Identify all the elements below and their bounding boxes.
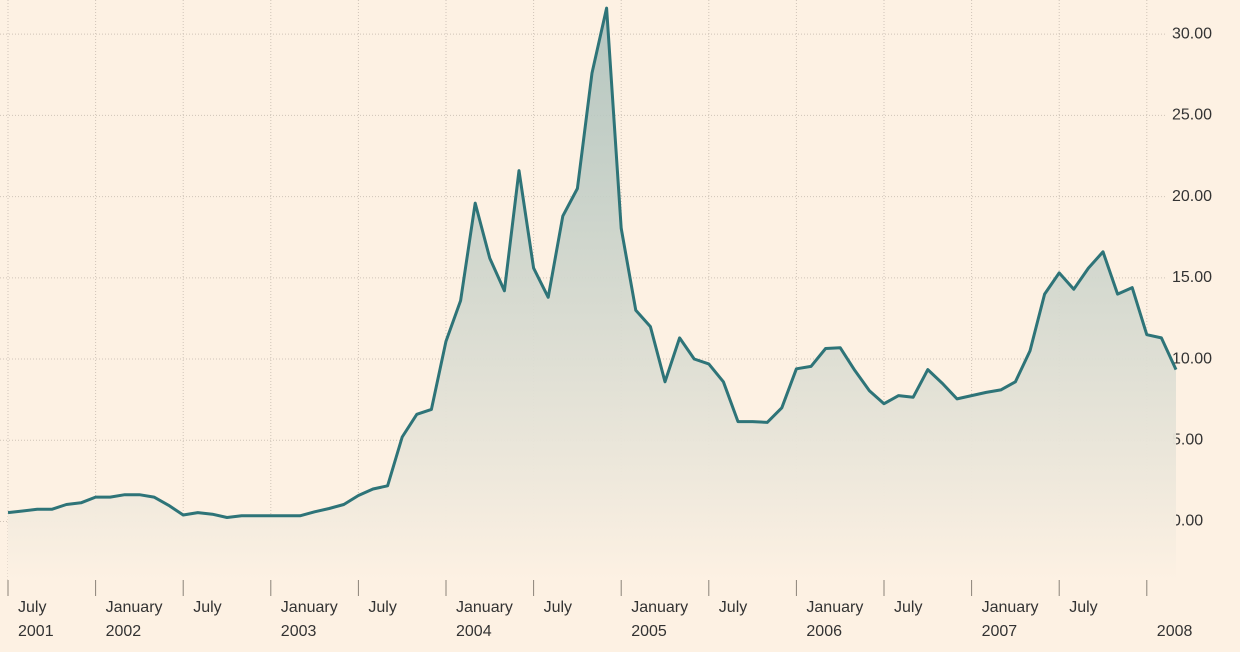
x-tick-label: 2004 [456, 623, 492, 640]
x-tick-label: 2005 [631, 623, 667, 640]
x-tick-label: 2001 [18, 623, 54, 640]
x-tick-label: 2008 [1157, 623, 1193, 640]
x-tick-label: July [1069, 599, 1097, 616]
x-tick-label: 2006 [806, 623, 842, 640]
x-tick-label: January [106, 599, 163, 616]
x-tick-label: January [806, 599, 863, 616]
y-tick-label: 25.00 [1172, 107, 1212, 124]
x-tick-label: January [631, 599, 688, 616]
x-tick-label: 2003 [281, 623, 317, 640]
y-tick-label: 15.00 [1172, 269, 1212, 286]
x-tick-label: January [456, 599, 513, 616]
x-tick-label: January [281, 599, 338, 616]
x-tick-label: July [719, 599, 747, 616]
line [7, 6, 1178, 519]
x-tick-label: July [368, 599, 396, 616]
x-tick-label: 2002 [106, 623, 142, 640]
y-tick-label: 20.00 [1172, 188, 1212, 205]
x-tick-label: January [982, 599, 1039, 616]
x-tick-label: 2007 [982, 623, 1018, 640]
x-tick-label: July [544, 599, 572, 616]
x-tick-label: July [18, 599, 46, 616]
x-tick-label: July [894, 599, 922, 616]
y-tick-label: 0.00 [1172, 513, 1203, 530]
x-tick-label: July [193, 599, 221, 616]
y-tick-label: 30.00 [1172, 25, 1212, 42]
area-fill [8, 8, 1176, 581]
y-tick-label: 10.00 [1172, 350, 1212, 367]
y-tick-label: 5.00 [1172, 431, 1203, 448]
